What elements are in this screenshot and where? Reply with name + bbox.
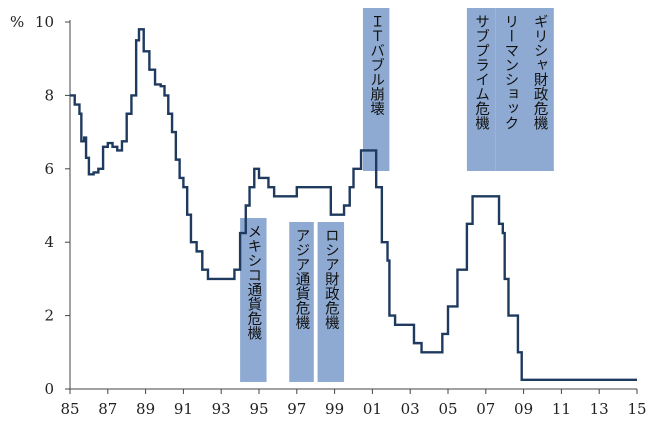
series-layer	[70, 28, 637, 382]
y-tick-label: 8	[44, 86, 54, 104]
x-tick-label: 03	[401, 400, 420, 418]
tick-labels: 0 2 4 6 8 10 85 87 89 91 93 95 97 99 01 03 05 07 09 11 13 15	[35, 13, 647, 418]
crisis-bands: メキシコ通貨危機 アジア通貨危機 ロシア財政危機 ＩＴバブル崩壊 サブプライム危機 リーマ…	[240, 8, 554, 382]
crisis-band: サブプライム危機	[466, 8, 496, 171]
crisis-band-rect	[240, 218, 267, 382]
x-tick-label: 05	[438, 400, 457, 418]
crisis-band-label: ギリシャ財政危機	[532, 14, 548, 131]
crisis-band: ギリシャ財政危機	[525, 8, 554, 171]
x-tick-label: 11	[552, 400, 571, 418]
crisis-band-label: ＩＴバブル崩壊	[368, 14, 384, 116]
crisis-band: アジア通貨危機	[289, 222, 314, 382]
crisis-band-rect	[362, 8, 390, 171]
crisis-band-rect	[525, 8, 554, 171]
y-tick-label: 4	[44, 233, 54, 251]
crisis-band-rect	[317, 222, 345, 382]
x-tick-label: 97	[287, 400, 306, 418]
crisis-band-rect	[289, 222, 314, 382]
crisis-band: リーマンショック	[495, 8, 526, 171]
x-tick-label: 01	[363, 400, 382, 418]
y-tick-label: 6	[44, 160, 54, 178]
crisis-band-label: サブプライム危機	[473, 14, 489, 131]
x-tick-label: 99	[325, 400, 344, 418]
x-tick-label: 87	[98, 400, 117, 418]
x-tick-label: 93	[212, 400, 231, 418]
x-tick-label: 95	[249, 400, 268, 418]
crisis-band-rect	[495, 8, 526, 171]
axes	[65, 20, 638, 394]
x-tick-label: 07	[476, 400, 495, 418]
x-tick-label: 15	[627, 400, 646, 418]
crisis-band-label: アジア通貨危機	[294, 228, 310, 331]
crisis-band: ＩＴバブル崩壊	[362, 8, 390, 171]
crisis-band-label: リーマンショック	[502, 14, 518, 130]
crisis-band-label: メキシコ通貨危機	[245, 224, 261, 341]
x-tick-label: 91	[174, 400, 193, 418]
series-line	[70, 28, 637, 382]
x-tick-label: 09	[514, 400, 533, 418]
crisis-band: メキシコ通貨危機	[240, 218, 267, 382]
crisis-band-rect	[466, 8, 496, 171]
y-axis-unit-label: %	[10, 13, 24, 31]
crisis-band: ロシア財政危機	[317, 222, 345, 382]
y-tick-label: 2	[44, 307, 54, 325]
x-tick-label: 89	[136, 400, 155, 418]
y-tick-label: 0	[44, 380, 54, 398]
y-tick-label: 10	[35, 13, 54, 31]
x-tick-label: 85	[60, 400, 79, 418]
x-tick-label: 13	[590, 400, 609, 418]
crisis-band-label: ロシア財政危機	[323, 228, 339, 331]
